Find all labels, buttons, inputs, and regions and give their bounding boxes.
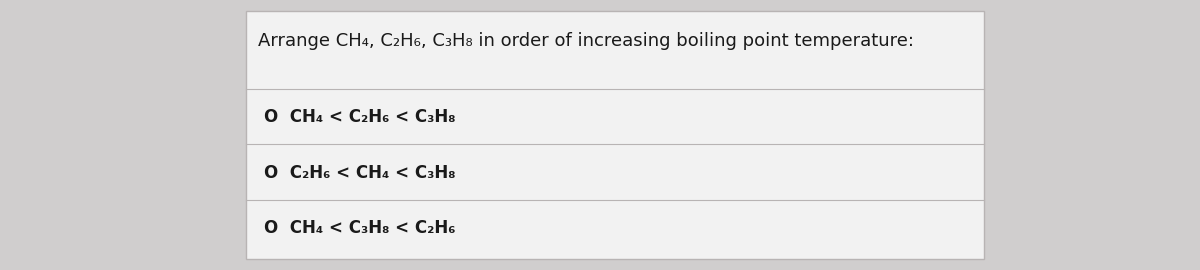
Text: O  CH₄ < C₃H₈ < C₂H₆: O CH₄ < C₃H₈ < C₂H₆: [264, 219, 456, 237]
Text: O  C₂H₆ < CH₄ < C₃H₈: O C₂H₆ < CH₄ < C₃H₈: [264, 164, 456, 182]
Text: O  CH₄ < C₂H₆ < C₃H₈: O CH₄ < C₂H₆ < C₃H₈: [264, 109, 456, 126]
Text: Arrange CH₄, C₂H₆, C₃H₈ in order of increasing boiling point temperature:: Arrange CH₄, C₂H₆, C₃H₈ in order of incr…: [258, 32, 914, 50]
